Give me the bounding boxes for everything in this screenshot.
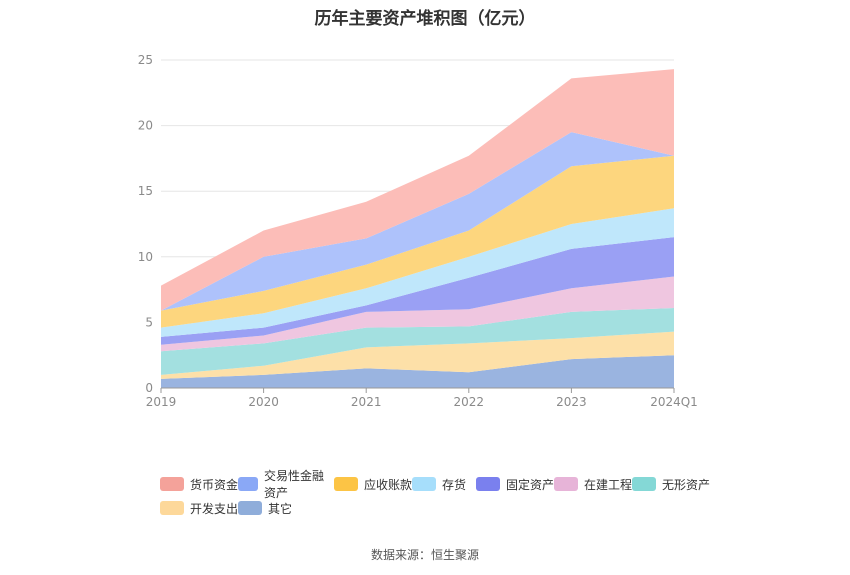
legend-swatch (334, 477, 358, 491)
axis-layer: 0 5 10 15 20 25 2019 2020 2021 2022 2023 2024Q1 (138, 53, 698, 409)
legend-item[interactable]: 开发支出 (160, 500, 238, 517)
legend-label: 在建工程 (584, 477, 633, 492)
y-tick-label: 0 (145, 381, 153, 395)
stacked-area-chart: 0 5 10 15 20 25 2019 2020 2021 2022 2023 2024Q1 (138, 53, 698, 409)
legend-label: 货币资金 (190, 477, 239, 492)
legend-swatch (476, 477, 500, 491)
legend-label: 存货 (442, 477, 467, 492)
area-series-4 (161, 237, 674, 345)
area-series-2 (161, 307, 674, 375)
legend-item[interactable]: 无形资产 (632, 476, 710, 493)
legend-label: 其它 (268, 501, 293, 516)
legend-item[interactable]: 货币资金 (160, 476, 238, 493)
y-tick-label: 20 (138, 119, 153, 133)
x-tick-label: 2020 (248, 395, 279, 409)
area-series-8 (161, 69, 674, 311)
x-tick-label: 2022 (454, 395, 485, 409)
legend-item[interactable]: 应收账款 (334, 476, 412, 493)
legend-swatch (238, 477, 258, 491)
area-series-0 (161, 355, 674, 388)
legend-swatch (160, 477, 184, 491)
legend-label: 应收账款 (364, 477, 413, 492)
legend-swatch (412, 477, 436, 491)
legend-item[interactable]: 存货 (412, 476, 476, 493)
area-series-5 (161, 208, 674, 337)
legend-label: 交易性金融资产 (264, 469, 325, 500)
y-tick-label: 25 (138, 53, 153, 67)
legend-label: 开发支出 (190, 501, 239, 516)
legend-item[interactable]: 交易性金融资产 (238, 467, 334, 501)
legend-swatch (554, 477, 578, 491)
x-tick-label: 2024Q1 (650, 395, 698, 409)
legend-swatch (238, 501, 262, 515)
legend-item[interactable]: 其它 (238, 500, 302, 517)
area-series-3 (161, 276, 674, 352)
y-tick-label: 15 (138, 184, 153, 198)
x-tick-label: 2021 (351, 395, 382, 409)
area-series-1 (161, 331, 674, 379)
legend-item[interactable]: 在建工程 (554, 476, 632, 493)
legend-swatch (160, 501, 184, 515)
legend-item[interactable]: 固定资产 (476, 476, 554, 493)
legend-label: 固定资产 (506, 477, 555, 492)
chart-title: 历年主要资产堆积图（亿元） (314, 9, 536, 29)
area-series-7 (161, 132, 674, 311)
area-layer (161, 69, 674, 388)
y-tick-label: 10 (138, 250, 153, 264)
x-tick-label: 2019 (146, 395, 177, 409)
y-tick-label: 5 (145, 315, 153, 329)
x-tick-label: 2023 (556, 395, 587, 409)
legend-row-2: 开发支出 其它 (160, 496, 740, 520)
legend-row-1: 货币资金 交易性金融资产 应收账款 存货 固定资产 在建工程 无形资产 (160, 469, 740, 500)
legend-swatch (632, 477, 656, 491)
data-source: 数据来源：恒生聚源 (370, 548, 479, 562)
legend-label: 无形资产 (662, 477, 711, 492)
legend: 货币资金 交易性金融资产 应收账款 存货 固定资产 在建工程 无形资产 开发支出 其它 (160, 469, 740, 520)
area-series-6 (161, 155, 674, 328)
